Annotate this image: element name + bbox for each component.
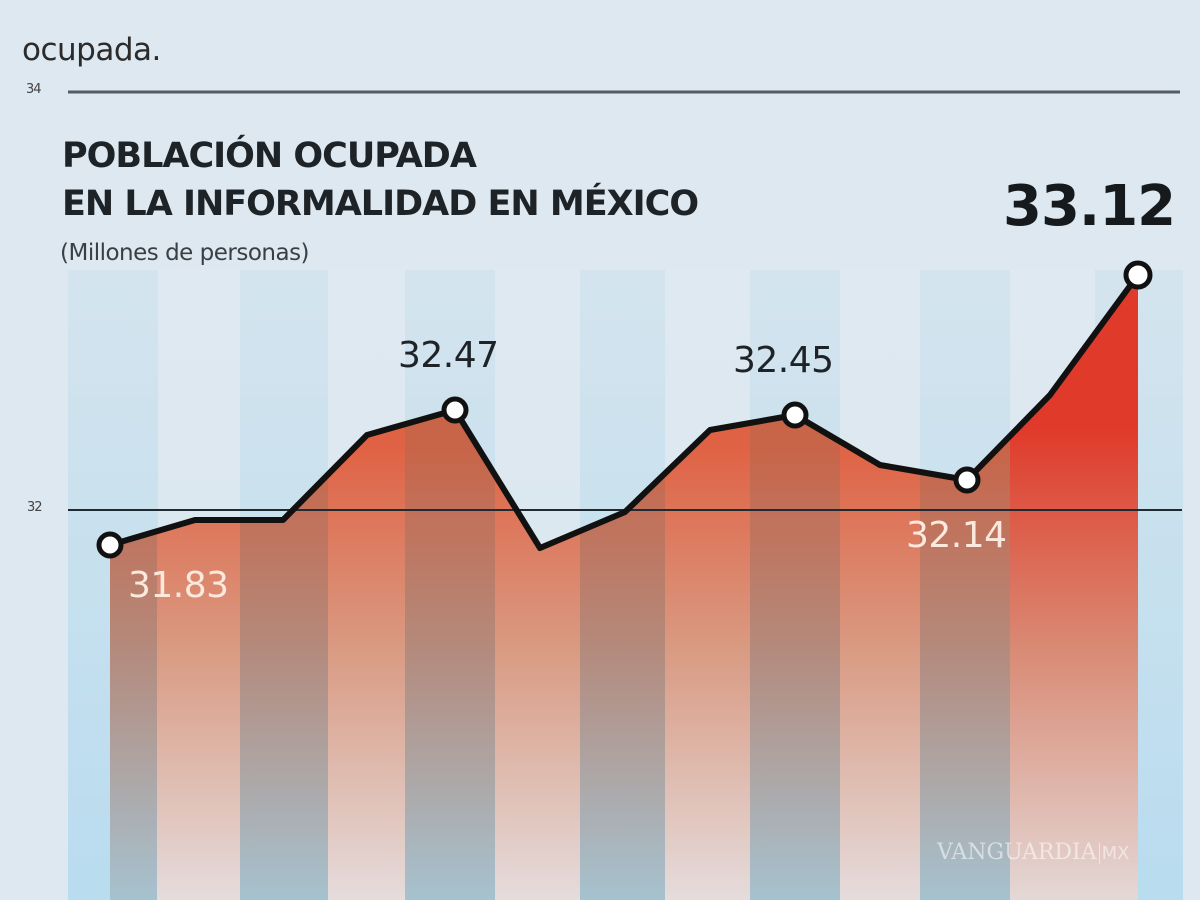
watermark-suffix: MX: [1098, 843, 1130, 864]
data-markers: [96, 260, 1153, 559]
watermark: VANGUARDIA MX: [937, 840, 1130, 865]
data-label-32-14: 32.14: [906, 515, 1007, 556]
chart-title-line-1: POBLACIÓN OCUPADA: [62, 136, 477, 176]
chart-title-line-2: EN LA INFORMALIDAD EN MÉXICO: [62, 184, 699, 224]
marker-point-1: [96, 531, 124, 559]
marker-point-5: [441, 396, 469, 424]
intro-line-2: ocupada.: [22, 32, 161, 68]
marker-point-9: [781, 401, 809, 429]
data-label-32-45: 32.45: [733, 340, 834, 381]
y-tick-34: 34: [26, 82, 42, 97]
data-label-33-12: 33.12: [1003, 174, 1176, 239]
data-label-32-47: 32.47: [398, 335, 499, 376]
chart-title: POBLACIÓN OCUPADA EN LA INFORMALIDAD EN …: [62, 132, 699, 228]
data-label-31-83: 31.83: [128, 565, 229, 606]
marker-point-11: [953, 466, 981, 494]
chart-subtitle: (Millones de personas): [60, 240, 310, 266]
watermark-brand: VANGUARDIA: [937, 840, 1097, 865]
marker-point-13: [1123, 260, 1153, 290]
intro-text: ocupada.: [22, 0, 161, 76]
y-tick-32: 32: [27, 500, 43, 515]
